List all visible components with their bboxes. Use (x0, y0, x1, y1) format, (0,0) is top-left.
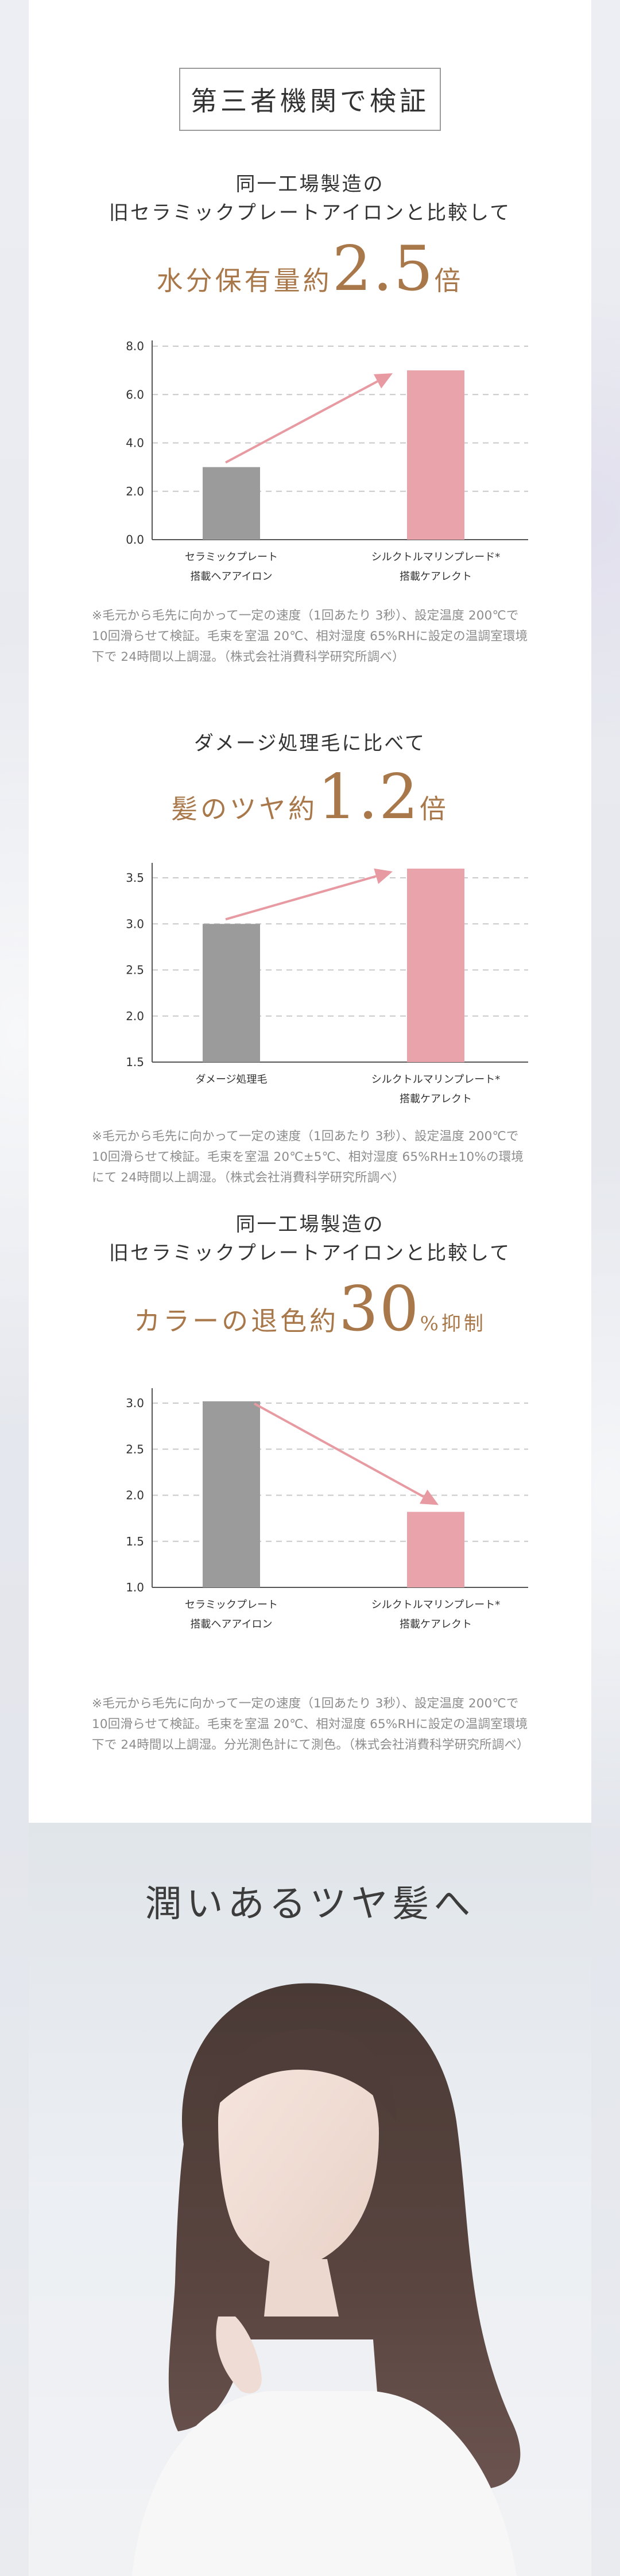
x-category-label: シルクトルマリンプレード* (371, 551, 500, 563)
x-category-label: 搭載ヘアアイロン (190, 571, 272, 583)
y-tick-label: 2.5 (126, 1442, 144, 1456)
x-category-label: 搭載ケアレクト (400, 1093, 472, 1105)
headline-text: 水分保有量約 (156, 265, 332, 296)
x-category-label: 搭載ケアレクト (400, 571, 472, 583)
bar-0 (203, 467, 260, 540)
headline-text: 髪のツヤ約 (171, 793, 318, 824)
y-tick-label: 0.0 (126, 533, 144, 547)
headline-number: 2.5 (332, 233, 435, 305)
section-subtitle-line: 旧セラミックプレートアイロンと比較して (108, 1242, 512, 1265)
y-tick-label: 2.0 (126, 1009, 144, 1023)
headline-number: 30 (339, 1273, 420, 1345)
shine-chart: 1.5 2.0 2.5 3.0 3.5 ダメージ処理毛 シルクトルマリンプレート* 搭載ケアレ… (75, 853, 545, 1122)
trend-arrow-head (419, 1489, 439, 1505)
bar-0 (203, 924, 260, 1062)
headline-number: 1.2 (317, 761, 420, 833)
x-category-label: セラミックプレート (185, 1599, 278, 1611)
trend-arrow-head (373, 373, 393, 389)
headline-unit: 倍 (434, 265, 464, 296)
x-category-label: シルクトルマリンプレート* (371, 1074, 500, 1086)
verification-title-box: 第三者機関で検証 (179, 68, 441, 131)
hero-banner: 潤いあるツヤ髪へ (29, 1823, 591, 2576)
section-footnote: ※毛元から毛先に向かって一定の速度（1回あたり 3秒）、設定温度 200℃で 1… (92, 1696, 529, 1752)
bar-1 (407, 1512, 464, 1587)
section-subtitle-line: 旧セラミックプレートアイロンと比較して (108, 202, 512, 224)
trend-arrow-line (254, 1403, 424, 1498)
y-tick-label: 3.5 (126, 871, 144, 885)
y-tick-label: 6.0 (126, 388, 144, 401)
y-tick-label: 2.0 (126, 485, 144, 498)
y-tick-label: 2.0 (126, 1489, 144, 1502)
hero-title: 潤いあるツヤ髪へ (145, 1883, 475, 1926)
bar-1 (407, 370, 464, 540)
x-category-label: セラミックプレート (185, 551, 278, 563)
x-category-label: ダメージ処理毛 (195, 1074, 267, 1086)
bar-1 (407, 869, 464, 1062)
y-tick-label: 3.0 (126, 917, 144, 931)
x-category-label: 搭載ケアレクト (400, 1618, 472, 1630)
trend-arrow-line (225, 380, 378, 464)
section-footnote: ※毛元から毛先に向かって一定の速度（1回あたり 3秒）、設定温度 200℃で 1… (92, 1129, 524, 1185)
y-tick-label: 3.0 (126, 1396, 144, 1410)
section-subtitle-line: 同一工場製造の (235, 1213, 385, 1236)
section-subtitle-line: ダメージ処理毛に比べて (194, 732, 426, 755)
color-chart: 1.0 1.5 2.0 2.5 3.0 セラミックプレート 搭載ヘアアイロン シルクトルマリン… (75, 1378, 545, 1648)
moisture-chart: 0.0 2.0 4.0 6.0 8.0 セラミックプレート 搭載ヘアアイロン シルクトルマリン… (75, 330, 545, 600)
y-tick-label: 1.0 (126, 1581, 144, 1594)
model-photo (132, 1983, 521, 2576)
y-tick-label: 1.5 (126, 1535, 144, 1548)
section-subtitle-line: 同一工場製造の (235, 173, 385, 196)
y-tick-label: 2.5 (126, 963, 144, 977)
bar-0 (203, 1401, 260, 1587)
section-color: 同一工場製造の 旧セラミックプレートアイロンと比較して カラーの退色約30%抑制 (29, 1210, 591, 1359)
section-headline: 髪のツヤ約1.2倍 (29, 766, 591, 847)
trend-arrow-head (374, 868, 393, 884)
verification-card: 第三者機関で検証 同一工場製造の 旧セラミックプレートアイロンと比較して 水分保… (29, 0, 591, 1823)
page-title: 第三者機関で検証 (191, 86, 429, 117)
y-tick-label: 1.5 (126, 1055, 144, 1069)
x-category-label: 搭載ヘアアイロン (190, 1618, 272, 1630)
section-footnote: ※毛元から毛先に向かって一定の速度（1回あたり 3秒）、設定温度 200℃で 1… (92, 609, 528, 664)
headline-unit: 倍 (419, 793, 449, 824)
y-tick-label: 4.0 (126, 436, 144, 450)
x-category-label: シルクトルマリンプレート* (371, 1599, 500, 1611)
shine-chart-svg: 1.5 2.0 2.5 3.0 3.5 ダメージ処理毛 シルクトルマリンプレート* 搭載ケアレ… (126, 863, 528, 1105)
trend-arrow-line (225, 875, 377, 921)
headline-text: カラーの退色約 (134, 1306, 339, 1337)
y-tick-label: 8.0 (126, 339, 144, 353)
section-headline: 水分保有量約2.5倍 (29, 238, 591, 319)
headline-unit: %抑制 (420, 1312, 486, 1335)
section-headline: カラーの退色約30%抑制 (29, 1278, 591, 1359)
section-moisture: 同一工場製造の 旧セラミックプレートアイロンと比較して 水分保有量約2.5倍 (29, 170, 591, 319)
section-shine: ダメージ処理毛に比べて 髪のツヤ約1.2倍 (29, 729, 591, 847)
